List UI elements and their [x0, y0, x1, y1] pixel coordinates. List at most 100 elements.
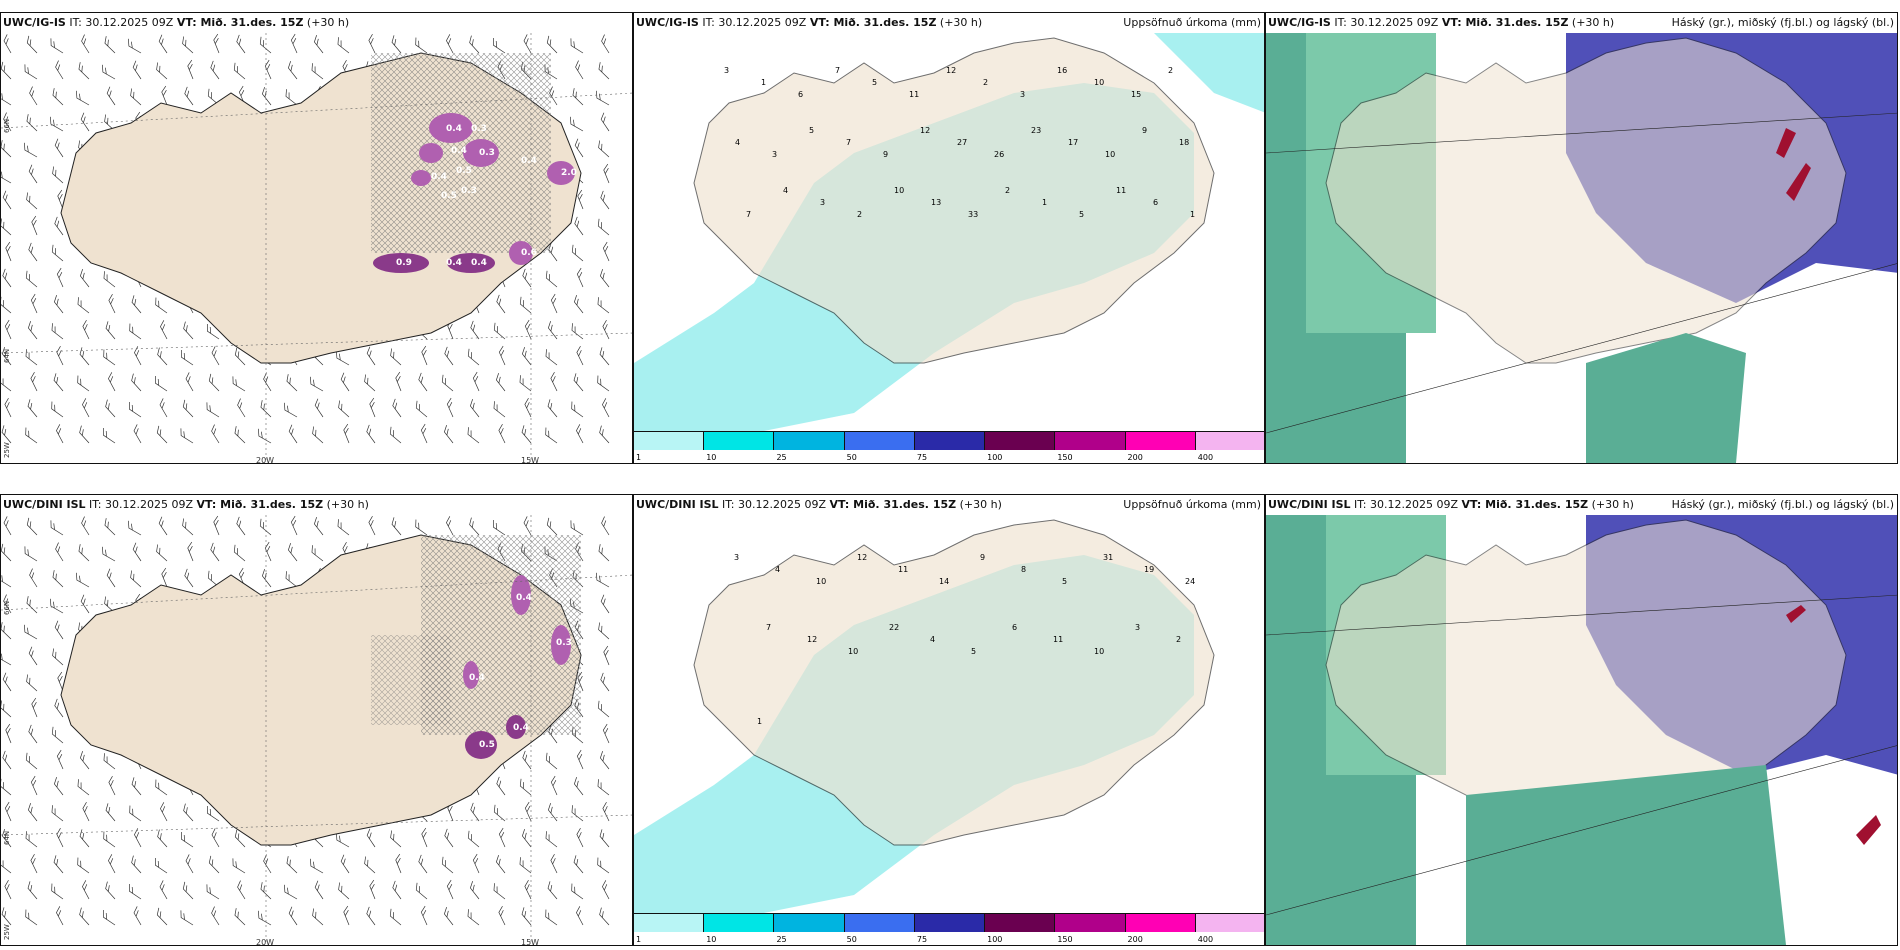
- wind-barb: [576, 749, 584, 770]
- wind-barb: [597, 779, 610, 796]
- wind-barb: [519, 296, 532, 314]
- wind-barb: [3, 516, 12, 536]
- wind-barb: [598, 544, 610, 562]
- iceland-land: [693, 37, 1215, 364]
- wind-barb: [181, 831, 194, 848]
- wind-barb: [545, 752, 558, 770]
- wind-barb: [446, 34, 454, 54]
- wind-barb: [129, 401, 142, 418]
- wind-barb: [1, 857, 12, 874]
- wind-barb: [26, 114, 38, 132]
- precip-colorbar: [634, 913, 1264, 936]
- wind-barb: [50, 520, 64, 536]
- icing-blobs: [373, 113, 575, 273]
- colorbar-segment: [1195, 432, 1264, 450]
- colorbar-tick-label: 1: [636, 453, 642, 462]
- wind-barb: [54, 138, 64, 158]
- value-label: 18: [1179, 138, 1189, 147]
- wind-barb: [493, 322, 506, 340]
- wind-barb: [25, 349, 38, 366]
- wind-barb: [575, 60, 584, 80]
- wind-barb: [156, 907, 168, 926]
- value-label: 10: [1094, 78, 1104, 87]
- wind-barb: [51, 323, 64, 340]
- wind-barb: [286, 856, 298, 874]
- wind-barb: [81, 34, 90, 54]
- ice-value-labels: 0.4 0.3 0.4 0.5 0.4: [469, 593, 572, 750]
- wind-barb: [571, 883, 584, 900]
- wind-barb: [446, 879, 454, 900]
- wind-barb: [287, 61, 298, 80]
- hatched-area: [371, 53, 551, 253]
- wind-barb: [521, 907, 532, 926]
- wind-barb: [50, 116, 64, 132]
- value-label: 12: [807, 635, 817, 644]
- wind-barb: [30, 775, 38, 796]
- wind-barb: [313, 35, 324, 54]
- value-label: 0.6: [521, 248, 537, 258]
- wind-barb: [519, 857, 532, 874]
- wind-barb: [132, 542, 142, 562]
- wind-barb: [364, 374, 376, 392]
- wind-barb: [105, 803, 116, 822]
- wind-barb: [572, 88, 584, 106]
- wind-barb: [284, 884, 298, 900]
- wind-barb: [576, 346, 584, 366]
- wind-barb: [77, 297, 90, 314]
- wind-barb: [55, 60, 64, 80]
- colorbar-segment: [634, 432, 705, 450]
- wind-barb: [546, 517, 558, 536]
- precip-map: 3 4 10 12 11 14 9 8 5 31 19 24 7 12 10 22 4 5 6 11 10 3 2 1: [634, 519, 1215, 925]
- wind-barb: [131, 855, 142, 874]
- wind-barb: [599, 269, 610, 288]
- wind-barb: [290, 515, 298, 536]
- wind-barb: [25, 752, 38, 770]
- wind-barb: [29, 86, 38, 106]
- wind-barb: [415, 37, 428, 54]
- wind-barb: [597, 857, 610, 874]
- wind-barb: [50, 38, 64, 54]
- iceland-land: [1325, 37, 1847, 364]
- value-label: 31: [1103, 553, 1113, 562]
- wind-barb: [550, 293, 558, 314]
- colorbar-tick-label: 200: [1127, 935, 1143, 944]
- wind-barb: [259, 36, 272, 54]
- wind-barb: [571, 323, 584, 340]
- panel-title: UWC/DINI ISL IT: 30.12.2025 09Z VT: Mið.…: [636, 498, 1002, 511]
- wind-barb: [421, 827, 428, 848]
- wind-barb: [28, 724, 38, 744]
- wind-barb: [368, 34, 376, 54]
- wind-barb: [181, 349, 194, 366]
- wind-barb: [160, 320, 168, 340]
- wind-barb: [390, 348, 402, 366]
- wind-barb: [418, 372, 428, 392]
- wind-barb: [519, 778, 532, 796]
- wind-barb: [523, 516, 532, 536]
- colorbar-segment: [1055, 914, 1126, 932]
- value-label: 22: [889, 623, 899, 632]
- colorbar-segment: [1195, 914, 1264, 932]
- wind-barb: [571, 401, 584, 418]
- value-label: 0.9: [396, 258, 412, 268]
- value-label: 0.3: [471, 124, 487, 134]
- wind-barb: [1, 61, 12, 80]
- wind-barb: [336, 350, 350, 366]
- wind-barb: [5, 241, 12, 262]
- wind-barb: [340, 372, 350, 392]
- wind-barb: [470, 320, 480, 340]
- colorbar-segment: [914, 432, 986, 450]
- value-label: 11: [1116, 186, 1126, 195]
- wind-barb: [155, 375, 168, 392]
- wind-barb: [546, 35, 558, 54]
- lon-label-15w: 15W: [521, 456, 540, 464]
- wind-barb: [495, 373, 506, 392]
- wind-barb: [1, 425, 12, 444]
- wind-barb: [469, 399, 480, 418]
- wind-barb: [53, 295, 64, 314]
- wind-barb: [284, 402, 298, 418]
- wind-barb: [57, 189, 64, 210]
- wind-barb: [133, 424, 142, 444]
- wind-barb: [131, 295, 142, 314]
- wind-barb: [420, 905, 428, 926]
- wind-barb: [206, 884, 220, 900]
